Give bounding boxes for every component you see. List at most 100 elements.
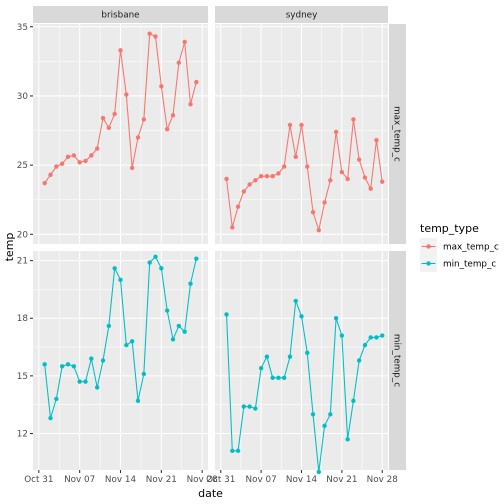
data-point <box>247 182 252 187</box>
data-point <box>141 371 147 377</box>
data-point <box>106 323 112 329</box>
data-point <box>194 256 199 261</box>
data-point <box>282 375 287 380</box>
data-point <box>380 333 385 338</box>
y-axis-title: temp <box>3 233 16 262</box>
y-tick-label: 12 <box>17 430 28 440</box>
data-point <box>124 92 129 97</box>
data-point <box>147 260 152 265</box>
x-tick-label: Nov 21 <box>326 475 357 485</box>
data-point <box>170 337 176 342</box>
x-tick-label: Nov 14 <box>286 475 318 485</box>
data-point <box>305 350 310 356</box>
data-point <box>351 398 356 404</box>
data-point <box>77 160 82 165</box>
column-strip-label: brisbane <box>101 11 139 21</box>
data-point <box>258 174 264 179</box>
row-strip <box>389 24 406 244</box>
data-point <box>253 178 258 183</box>
legend-entry-max_temp_c: max_temp_c <box>420 238 499 255</box>
data-point <box>141 117 147 122</box>
data-point <box>42 362 47 367</box>
y-tick-label: 21 <box>17 257 28 267</box>
data-point <box>170 113 176 118</box>
data-point <box>287 122 293 128</box>
data-point <box>48 415 53 421</box>
data-point <box>293 298 298 304</box>
data-point <box>322 423 327 429</box>
data-point <box>339 333 345 338</box>
data-point <box>106 125 112 130</box>
data-point <box>112 266 117 271</box>
legend-title: temp_type <box>420 222 479 235</box>
data-point <box>299 122 304 128</box>
data-point <box>310 209 316 215</box>
column-strip-label: sydney <box>286 11 318 21</box>
data-point <box>164 308 170 313</box>
strip-layer: brisbane sydney max_temp_c min_temp_c <box>33 6 406 470</box>
data-point <box>176 60 182 65</box>
data-point <box>299 314 304 319</box>
data-point <box>159 266 164 271</box>
legend-key-point <box>426 244 431 249</box>
data-point <box>333 316 339 321</box>
data-point <box>368 335 373 340</box>
data-point <box>83 158 88 164</box>
data-point <box>310 412 316 417</box>
data-point <box>235 204 241 209</box>
data-point <box>135 135 141 140</box>
series-line-sydney-min_temp_c <box>225 300 383 472</box>
data-point <box>247 404 252 409</box>
data-point <box>224 312 229 317</box>
data-point <box>351 117 356 122</box>
data-point <box>164 126 170 132</box>
data-point <box>362 342 368 348</box>
data-point <box>147 31 152 36</box>
data-point <box>100 115 106 121</box>
data-point <box>89 356 94 361</box>
data-point <box>264 354 270 359</box>
data-point <box>258 365 264 371</box>
x-tick-label: Nov 28 <box>367 475 398 485</box>
legend-label: max_temp_c <box>443 243 499 253</box>
data-point <box>270 174 275 179</box>
data-point <box>276 375 281 380</box>
data-point <box>176 323 182 329</box>
data-point <box>270 375 275 380</box>
data-point <box>276 171 281 176</box>
x-axis-title: date <box>198 487 223 500</box>
data-point <box>328 178 333 183</box>
data-point <box>333 129 339 135</box>
data-point <box>374 138 379 143</box>
data-point <box>112 111 117 117</box>
data-point <box>241 404 247 409</box>
panel-brisbane-min_temp_c <box>33 251 208 470</box>
data-point <box>356 358 362 363</box>
data-point <box>94 385 100 390</box>
data-point <box>230 225 235 230</box>
data-point <box>282 164 287 169</box>
y-tick-label: 35 <box>17 23 28 33</box>
data-point <box>362 175 368 180</box>
data-point <box>380 179 385 184</box>
data-point <box>71 153 77 158</box>
data-point <box>339 169 345 175</box>
legend-label: min_temp_c <box>443 260 496 270</box>
data-point <box>194 79 199 85</box>
data-point <box>293 154 298 160</box>
x-tick-label: Oct 31 <box>206 475 235 485</box>
data-point <box>230 448 235 453</box>
data-point <box>316 469 321 475</box>
panel-layer <box>33 24 388 475</box>
data-point <box>345 437 350 442</box>
data-point <box>65 362 71 367</box>
data-point <box>83 379 88 384</box>
data-point <box>48 172 53 178</box>
data-point <box>135 398 141 404</box>
y-tick-label: 15 <box>17 372 28 382</box>
data-point <box>59 364 65 369</box>
data-point <box>316 227 321 233</box>
data-point <box>368 186 373 191</box>
panel-sydney-max_temp_c <box>215 24 388 244</box>
row-strip-label: min_temp_c <box>392 334 402 387</box>
